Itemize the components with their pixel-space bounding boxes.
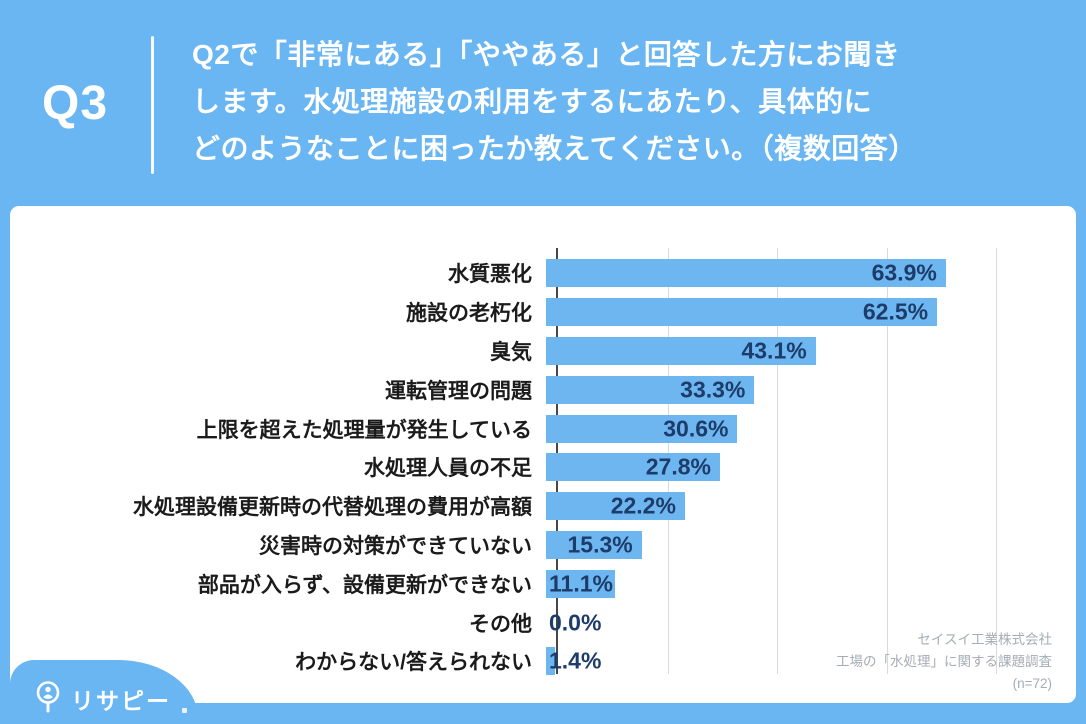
- bar-track: 30.6%: [544, 414, 984, 443]
- bar-track: 62.5%: [544, 298, 984, 327]
- category-label: 施設の老朽化: [406, 302, 532, 326]
- source-survey-title: 工場の「水処理」に関する課題調査: [836, 654, 1052, 669]
- category-label: 水処理人員の不足: [364, 457, 532, 481]
- source-sample-size: (n=72): [1012, 676, 1052, 691]
- value-label: 63.9%: [871, 259, 937, 286]
- value-label: 30.6%: [663, 415, 729, 442]
- value-label: 11.1%: [549, 570, 613, 597]
- brand-logo: リサピー: [34, 680, 187, 713]
- chart-row: 運転管理の問題 33.3%: [10, 370, 1056, 409]
- chart-row: 災害時の対策ができていない 15.3%: [10, 526, 1056, 565]
- bar: [546, 530, 642, 559]
- bar-chart: 水質悪化 63.9% 施設の老朽化 62.5% 臭気 43.1% 運転管理の問題 33.3% 上…: [10, 254, 1056, 681]
- chart-row: 上限を超えた処理量が発生している 30.6%: [10, 409, 1056, 448]
- value-label: 22.2%: [610, 492, 676, 519]
- question-number: Q3: [41, 76, 109, 130]
- bar: [546, 569, 616, 598]
- category-label: 上限を超えた処理量が発生している: [196, 418, 532, 442]
- category-label: 水処理設備更新時の代替処理の費用が高額: [133, 496, 532, 520]
- bar: [546, 259, 946, 288]
- bar-track: 27.8%: [544, 453, 984, 482]
- value-label: 15.3%: [567, 531, 633, 558]
- bar-track: 63.9%: [544, 259, 984, 288]
- gridline-52.5: [886, 248, 888, 674]
- question-text-line: どのようなことに困ったか教えてください。（複数回答）: [192, 133, 917, 164]
- magnifier-person-icon: [34, 680, 62, 713]
- bar-track: 43.1%: [544, 336, 984, 365]
- gridline-70: [996, 248, 997, 674]
- value-label: 62.5%: [862, 298, 929, 325]
- bar-track: 1.4%: [544, 647, 984, 676]
- bar: [546, 298, 938, 327]
- question-header: Q3 Q2で「非常にある」「ややある」と回答した方にお聞き します。水処理施設の…: [0, 0, 1086, 206]
- bar-track: 33.3%: [544, 375, 984, 404]
- brand-logo-dot: [182, 707, 187, 713]
- question-number-column: Q3: [0, 0, 150, 206]
- category-label: 災害時の対策ができていない: [259, 534, 532, 558]
- question-text-line: Q2で「非常にある」「ややある」と回答した方にお聞き: [192, 39, 901, 70]
- chart-row: 水処理人員の不足 27.8%: [10, 448, 1056, 487]
- value-label: 0.0%: [549, 609, 602, 636]
- chart-card: 水質悪化 63.9% 施設の老朽化 62.5% 臭気 43.1% 運転管理の問題 33.3% 上…: [10, 206, 1076, 703]
- bar: [546, 492, 685, 521]
- bar-track: 0.0%: [544, 609, 984, 637]
- chart-row: 施設の老朽化 62.5%: [10, 293, 1056, 332]
- header-divider: [151, 36, 154, 174]
- value-label: 43.1%: [741, 337, 807, 364]
- bar: [546, 336, 816, 365]
- bar-track: 11.1%: [544, 569, 984, 598]
- bar-track: 22.2%: [544, 492, 984, 521]
- chart-row: わからない/答えられない 1.4%: [10, 642, 1056, 681]
- bottom-strip: [0, 703, 1086, 724]
- question-text-line: します。水処理施設の利用をするにあたり、具体的に: [192, 86, 873, 117]
- chart-row: 臭気 43.1%: [10, 332, 1056, 371]
- source-attribution: セイスイ工業株式会社 工場の「水処理」に関する課題調査 (n=72): [836, 629, 1052, 695]
- bar: [546, 647, 555, 676]
- category-label: 臭気: [490, 340, 532, 364]
- category-label: 水質悪化: [448, 263, 532, 287]
- value-label: 33.3%: [680, 376, 746, 403]
- chart-row: 部品が入らず、設備更新ができない 11.1%: [10, 564, 1056, 603]
- brand-logo-text: リサピー: [71, 687, 171, 714]
- category-label: わからない/答えられない: [295, 651, 532, 675]
- bar-track: 15.3%: [544, 530, 984, 559]
- category-label: 運転管理の問題: [385, 379, 532, 403]
- value-label: 1.4%: [549, 647, 602, 674]
- category-label: 部品が入らず、設備更新ができない: [197, 573, 532, 597]
- gridline-35: [777, 248, 778, 674]
- source-company: セイスイ工業株式会社: [917, 632, 1052, 647]
- chart-row: 水処理設備更新時の代替処理の費用が高額 22.2%: [10, 487, 1056, 526]
- bar: [546, 375, 755, 404]
- value-label: 27.8%: [645, 453, 711, 480]
- category-label: その他: [469, 612, 532, 636]
- bar: [546, 453, 720, 482]
- chart-row: 水質悪化 63.9%: [10, 254, 1056, 293]
- chart-row: その他 0.0%: [10, 603, 1056, 642]
- bar: [546, 414, 738, 443]
- question-text: Q2で「非常にある」「ややある」と回答した方にお聞き します。水処理施設の利用を…: [192, 31, 1072, 172]
